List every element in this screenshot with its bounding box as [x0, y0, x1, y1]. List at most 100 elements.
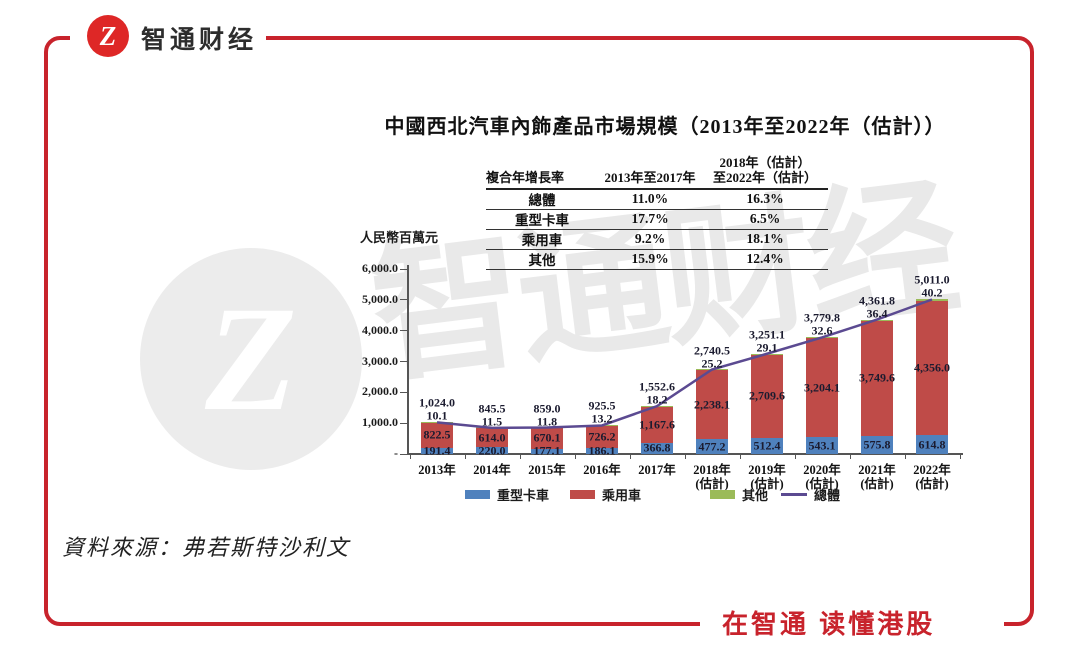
label-passenger-car: 3,204.1: [804, 380, 840, 395]
x-tick-mark: [684, 454, 686, 459]
legend-label: 乘用車: [602, 488, 642, 503]
x-category-sublabel: (估計): [805, 477, 839, 491]
cagr-table-body: 總體 11.0% 16.3% 重型卡車 17.7% 6.5% 乘用車 9.2% 18.1% 其他 1…: [486, 190, 828, 270]
legend-label: 總體: [814, 488, 841, 503]
bar-passenger-car: [696, 370, 728, 440]
y-tick-label: 4,000.0: [362, 322, 398, 337]
label-heavy-truck: 614.8: [918, 437, 946, 452]
cagr-cell-metric: 重型卡車: [515, 213, 569, 229]
x-tick-mark: [464, 454, 466, 459]
label-total: 845.5: [478, 401, 506, 416]
x-category-label: 2016年: [583, 463, 621, 477]
legend-item-heavy-truck: 重型卡車: [465, 485, 549, 504]
y-tick-mark: [400, 299, 407, 301]
source-note: 資料來源：弗若斯特沙利文: [62, 535, 351, 560]
cagr-cell-cagr-2013-2017: 15.9%: [631, 251, 669, 267]
label-total: 3,251.1: [749, 327, 785, 342]
cagr-cell-cagr-2013-2017: 17.7%: [631, 211, 669, 227]
label-passenger-car: 822.5: [423, 427, 451, 442]
legend-bar-swatch: [710, 490, 735, 499]
label-total: 5,011.0: [914, 272, 950, 287]
label-total: 925.5: [588, 398, 616, 413]
label-heavy-truck: 575.8: [863, 437, 891, 452]
bar-passenger-car: [916, 300, 948, 436]
y-tick-mark: [400, 361, 407, 362]
bar-heavy-truck: [916, 435, 948, 454]
label-total: 2,740.5: [694, 343, 730, 357]
legend-item-total: 總體: [781, 485, 840, 504]
cagr-cell-metric: 乘用車: [521, 233, 563, 249]
y-tick-label: 1,000.0: [362, 415, 398, 430]
bar-heavy-truck: [531, 448, 563, 454]
x-tick-mark: [794, 454, 796, 459]
x-category-label: 2013年: [418, 463, 456, 477]
label-other: 36.4: [866, 306, 888, 320]
y-tick-mark: [400, 422, 407, 424]
x-tick-mark: [574, 454, 576, 459]
y-tick-label: 5,000.0: [362, 291, 398, 306]
cagr-cell-cagr-2018-2022: 12.4%: [746, 251, 784, 267]
bar-heavy-truck: [476, 447, 508, 454]
cagr-table-row: 其他 15.9% 12.4%: [486, 250, 828, 270]
label-heavy-truck: 186.1: [588, 443, 616, 458]
label-other: 25.2: [701, 356, 723, 370]
x-tick-mark: [739, 454, 741, 459]
brand-logo: Z: [87, 15, 129, 57]
label-total: 1,552.6: [639, 379, 675, 394]
cagr-header-metric: 複合年增長率: [486, 169, 565, 185]
cagr-header-2013-2017: 2013年至2017年: [604, 169, 696, 185]
legend-item-passenger-car: 乘用車: [570, 485, 641, 504]
label-other: 11.5: [481, 414, 503, 429]
legend-item-other: 其他: [710, 485, 768, 504]
cagr-cell-cagr-2018-2022: 18.1%: [746, 231, 784, 247]
x-tick-mark: [904, 454, 906, 459]
x-category-label: 2015年: [528, 463, 566, 477]
bar-passenger-car: [531, 427, 563, 449]
y-tick-label: -: [394, 446, 398, 460]
label-heavy-truck: 477.2: [698, 439, 726, 454]
x-category-sublabel: (估計): [695, 477, 729, 491]
bar-passenger-car: [641, 406, 673, 443]
y-tick-label: 6,000.0: [362, 261, 398, 275]
bar-passenger-car: [806, 338, 838, 438]
label-passenger-car: 614.0: [478, 430, 506, 445]
cagr-table-row: 總體 11.0% 16.3%: [486, 190, 828, 210]
y-axis-unit-label: 人民幣百萬元: [360, 230, 439, 245]
total-line: [436, 298, 933, 430]
legend-label: 重型卡車: [497, 488, 550, 503]
watermark-logo-circle: Z: [140, 248, 362, 470]
label-heavy-truck: 543.1: [808, 438, 836, 453]
y-tick-mark: [400, 330, 407, 332]
bar-heavy-truck: [751, 438, 783, 454]
cagr-table-row: 乘用車 9.2% 18.1%: [486, 230, 828, 250]
cagr-cell-cagr-2018-2022: 6.5%: [749, 211, 781, 227]
bar-passenger-car: [861, 320, 893, 437]
label-other: 29.1: [756, 340, 778, 355]
label-other: 18.2: [646, 392, 668, 407]
x-tick-mark: [409, 454, 411, 459]
x-tick-mark: [629, 454, 631, 459]
label-heavy-truck: 366.8: [643, 440, 671, 455]
label-passenger-car: 1,167.6: [639, 417, 675, 432]
label-total: 859.0: [533, 401, 561, 415]
bar-passenger-car: [421, 422, 453, 449]
label-heavy-truck: 220.0: [478, 443, 506, 458]
x-category-label: 2018年: [693, 463, 731, 477]
label-other: 10.1: [426, 408, 448, 423]
x-category-label: 2014年: [473, 463, 511, 477]
y-tick-label: 2,000.0: [362, 384, 398, 399]
label-other: 11.8: [536, 414, 558, 428]
cagr-cell-cagr-2013-2017: 11.0%: [631, 191, 669, 207]
label-heavy-truck: 512.4: [753, 438, 781, 453]
x-category-label: 2020年: [803, 463, 841, 477]
watermark-z-glyph: Z: [205, 276, 297, 442]
x-tick-mark: [849, 454, 851, 459]
label-passenger-car: 670.1: [533, 430, 561, 445]
label-passenger-car: 726.2: [588, 429, 616, 444]
cagr-table-row: 重型卡車 17.7% 6.5%: [486, 210, 828, 230]
x-tick-mark: [519, 454, 521, 459]
x-category-label: 2017年: [638, 463, 676, 477]
x-tick-mark: [959, 454, 961, 459]
label-other: 40.2: [921, 285, 943, 300]
